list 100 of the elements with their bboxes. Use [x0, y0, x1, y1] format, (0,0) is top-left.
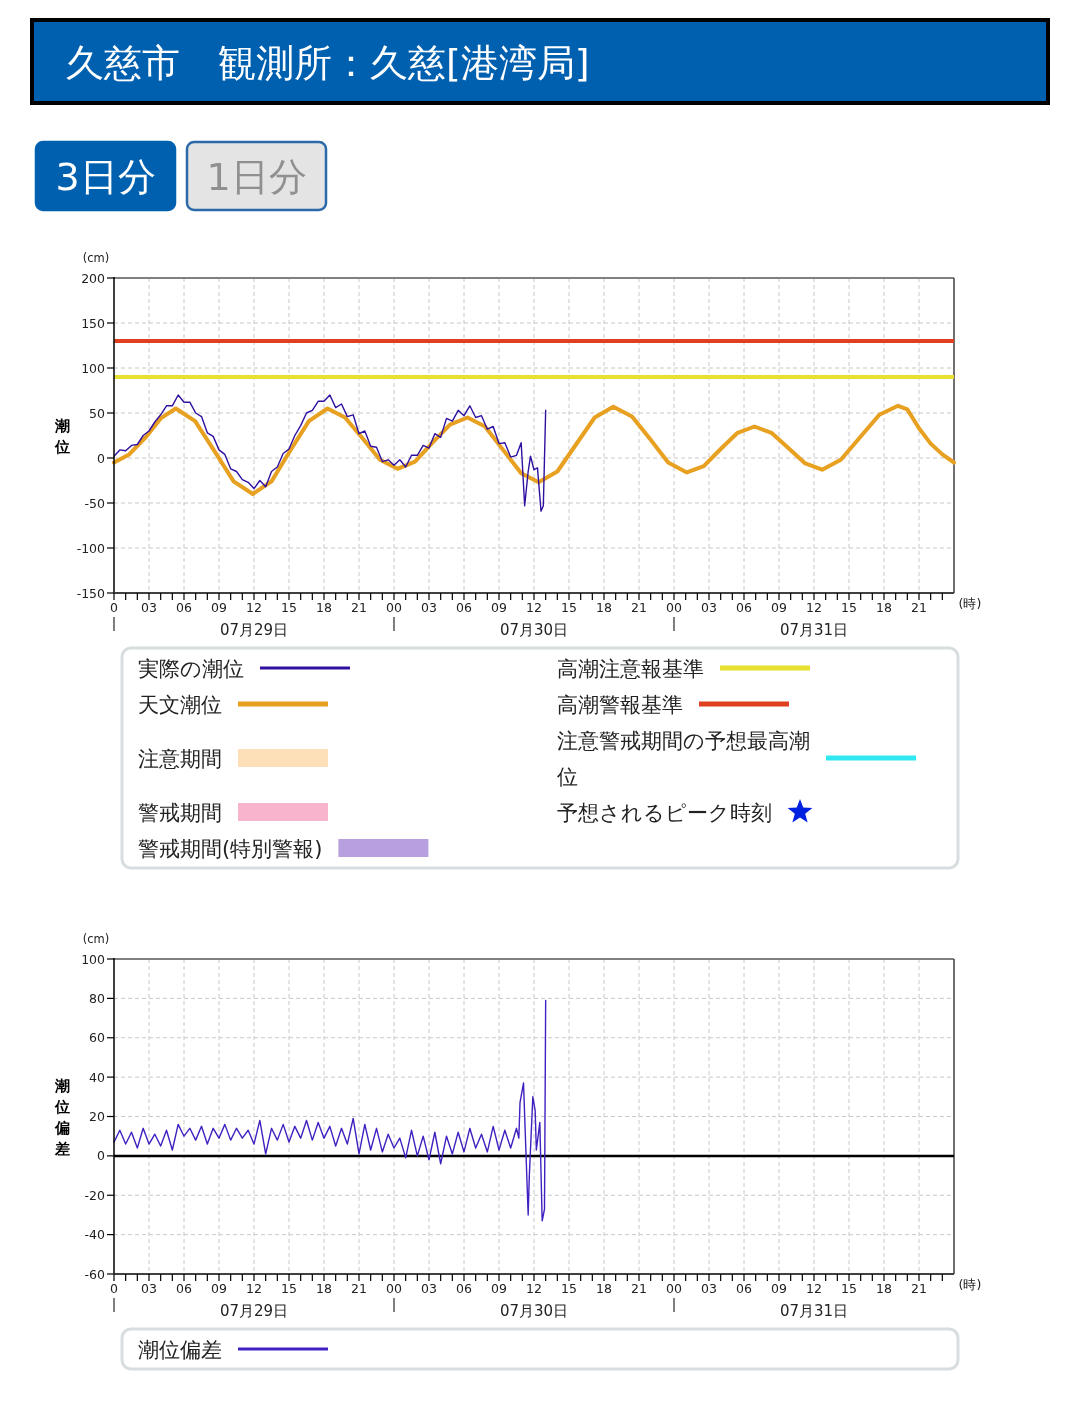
x-tick-label: 21	[911, 1281, 927, 1296]
y-axis-title: 潮位	[53, 417, 70, 456]
x-tick-label: 06	[456, 600, 472, 615]
x-tick-label: 0	[110, 1281, 119, 1296]
x-tick-label: 21	[911, 600, 927, 615]
legend-label: 警戒期間(特別警報)	[138, 836, 323, 861]
x-tick-label: 09	[491, 1281, 507, 1296]
text: 07月30日	[499, 1302, 569, 1320]
legend-item: 高潮警報基準	[557, 692, 789, 717]
x-tick-label: 06	[456, 1281, 472, 1296]
x-tick-label: 18	[316, 1281, 332, 1296]
legend-item: 天文潮位	[138, 692, 328, 717]
x-tick-label: 06	[736, 600, 752, 615]
legend-item: 予想されるピーク時刻	[557, 799, 813, 825]
x-tick-label: 09	[211, 1281, 227, 1296]
x-tick-label: 15	[281, 600, 297, 615]
text: 07月29日	[219, 621, 289, 639]
y-tick-label: 50	[89, 405, 106, 421]
y-tick-label: -150	[76, 585, 106, 601]
x-tick-label: 03	[701, 600, 717, 615]
x-tick-label: 06	[176, 1281, 192, 1296]
legend-label: 高潮注意報基準	[557, 656, 704, 681]
x-tick-label: 18	[316, 600, 332, 615]
button: 1日分	[185, 140, 328, 212]
x-tick-label: 03	[141, 600, 157, 615]
x-tick-label: 00	[386, 600, 402, 615]
y-tick-label: 100	[81, 360, 106, 376]
x-tick-label: 15	[561, 600, 577, 615]
x-axis-title: (時)	[958, 596, 982, 611]
x-tick-label: 09	[771, 1281, 787, 1296]
x-tick-label: 12	[806, 600, 822, 615]
x-tick-label: 12	[526, 1281, 542, 1296]
legend-label: 警戒期間	[138, 800, 222, 825]
legend-item: 注意警戒期間の予想最高潮位	[557, 728, 916, 789]
text: 07月30日	[499, 621, 569, 639]
legend-label: 天文潮位	[138, 692, 222, 717]
legend-item: 高潮注意報基準	[557, 656, 810, 681]
x-tick-label: 15	[841, 600, 857, 615]
y-tick-label: 20	[89, 1109, 106, 1124]
x-axis-title: (時)	[958, 1277, 982, 1292]
legend-item: 警戒期間(特別警報)	[138, 836, 429, 861]
x-tick-label: 12	[246, 1281, 262, 1296]
x-tick-label: 03	[701, 1281, 717, 1296]
x-tick-label: 0	[110, 600, 119, 615]
y-tick-label: 200	[81, 270, 106, 286]
x-tick-label: 15	[561, 1281, 577, 1296]
x-tick-label: 21	[631, 600, 647, 615]
x-tick-label: 21	[631, 1281, 647, 1296]
y-tick-label: -60	[84, 1266, 106, 1282]
y-tick-label: -100	[76, 540, 106, 556]
x-tick-label: 18	[876, 1281, 892, 1296]
legend-label: 潮位偏差	[138, 1337, 222, 1362]
y-tick-label: 0	[97, 1148, 106, 1164]
legend-item: 実際の潮位	[138, 656, 350, 681]
legend-label: 実際の潮位	[138, 656, 244, 681]
text: 07月29日	[219, 1302, 289, 1320]
text: (cm)	[82, 932, 110, 946]
button: 3日分	[34, 140, 177, 212]
y-tick-label: -40	[84, 1227, 106, 1243]
legend-item: 潮位偏差	[138, 1337, 328, 1362]
text: 久慈市 観測所：久慈[港湾局]	[66, 41, 590, 85]
y-axis-title: 潮位偏差	[53, 1077, 70, 1158]
y-tick-label: -20	[84, 1187, 106, 1203]
x-tick-label: 12	[806, 1281, 822, 1296]
x-tick-label: 09	[491, 600, 507, 615]
x-tick-label: 03	[421, 600, 437, 615]
x-tick-label: 06	[736, 1281, 752, 1296]
y-tick-label: 80	[89, 990, 106, 1006]
legend-label: 高潮警報基準	[557, 692, 683, 717]
x-tick-label: 15	[281, 1281, 297, 1296]
legend-item: 警戒期間	[138, 800, 328, 825]
text: 07月31日	[779, 621, 849, 639]
x-tick-label: 00	[666, 1281, 682, 1296]
x-tick-label: 09	[771, 600, 787, 615]
x-tick-label: 03	[141, 1281, 157, 1296]
x-tick-label: 09	[211, 600, 227, 615]
x-tick-label: 18	[876, 600, 892, 615]
x-tick-label: 15	[841, 1281, 857, 1296]
legend-label: 予想されるピーク時刻	[557, 800, 772, 825]
x-tick-label: 06	[176, 600, 192, 615]
y-tick-label: 100	[81, 951, 106, 967]
y-tick-label: 0	[97, 450, 106, 466]
x-tick-label: 00	[666, 600, 682, 615]
x-tick-label: 00	[386, 1281, 402, 1296]
x-tick-label: 12	[246, 600, 262, 615]
y-tick-label: 150	[81, 315, 106, 331]
x-tick-label: 12	[526, 600, 542, 615]
legend-label: 注意期間	[138, 746, 222, 771]
y-tick-label: 60	[89, 1030, 106, 1046]
y-tick-label: 40	[89, 1069, 106, 1085]
x-tick-label: 18	[596, 600, 612, 615]
x-tick-label: 03	[421, 1281, 437, 1296]
x-tick-label: 18	[596, 1281, 612, 1296]
legend-label: 注意警戒期間の予想最高潮位	[557, 728, 810, 789]
text: 07月31日	[779, 1302, 849, 1320]
y-tick-label: -50	[84, 495, 106, 511]
legend-item: 注意期間	[138, 746, 328, 771]
text: (cm)	[82, 251, 110, 265]
x-tick-label: 21	[351, 600, 367, 615]
x-tick-label: 21	[351, 1281, 367, 1296]
